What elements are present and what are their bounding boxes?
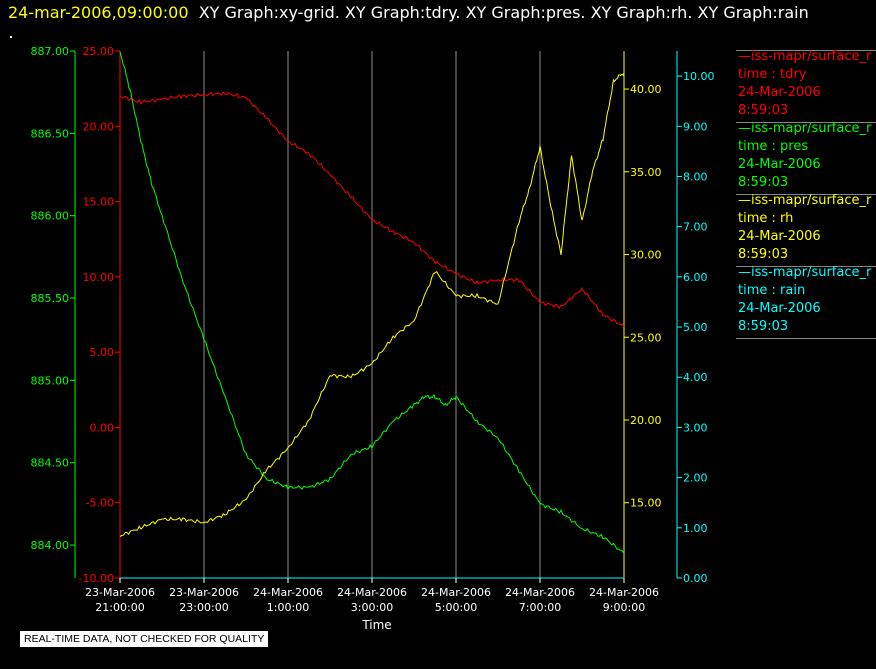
x-tick-label-time: 21:00:00 — [95, 601, 144, 614]
series-pres-line — [119, 51, 625, 554]
rain-tick-label: 4.00 — [683, 371, 708, 384]
rh-tick-label: 20.00 — [630, 414, 662, 427]
legend-name: —iss-mapr/surface_r — [738, 265, 872, 280]
decorative-dot — [10, 36, 12, 38]
tdry-tick-label: 0.00 — [90, 421, 115, 434]
rh-tick-label: 40.00 — [630, 83, 662, 96]
legend-time: 8:59:03 — [738, 103, 789, 118]
x-tick-label-time: 7:00:00 — [519, 601, 561, 614]
legend-divider — [736, 194, 876, 195]
pres-tick-label: 884.50 — [31, 457, 70, 470]
tdry-tick-label: 5.00 — [90, 346, 115, 359]
rain-tick-label: 5.00 — [683, 321, 708, 334]
x-axis-label: Time — [361, 618, 391, 632]
title-timestamp: 24-mar-2006,09:00:00 — [8, 3, 189, 22]
series-rh-line — [119, 72, 625, 537]
x-tick-label-date: 24-Mar-2006 — [421, 586, 491, 599]
legend-name: —iss-mapr/surface_r — [738, 121, 872, 136]
rain-tick-label: 2.00 — [683, 472, 708, 485]
legend-date: 24-Mar-2006 — [738, 301, 821, 316]
pres-tick-label: 886.50 — [31, 127, 70, 140]
x-tick-label-date: 23-Mar-2006 — [85, 586, 155, 599]
legend-date: 24-Mar-2006 — [738, 229, 821, 244]
x-tick-label-date: 23-Mar-2006 — [169, 586, 239, 599]
legend-date: 24-Mar-2006 — [738, 157, 821, 172]
legend-panel: —iss-mapr/surface_r time : tdry 24-Mar-200… — [736, 50, 876, 340]
x-tick-label-time: 3:00:00 — [351, 601, 393, 614]
legend-name: —iss-mapr/surface_r — [738, 193, 872, 208]
tdry-tick-label: 10.00 — [83, 271, 115, 284]
tdry-tick-label: 25.00 — [83, 45, 115, 58]
tdry-tick-label: -10.00 — [79, 572, 114, 585]
legend-name: —iss-mapr/surface_r — [738, 50, 872, 64]
quality-disclaimer: REAL-TIME DATA, NOT CHECKED FOR QUALITY — [20, 631, 269, 647]
x-tick-label-date: 24-Mar-2006 — [253, 586, 323, 599]
legend-divider — [736, 266, 876, 267]
rain-tick-label: 3.00 — [683, 421, 708, 434]
rain-tick-label: 1.00 — [683, 522, 708, 535]
tdry-tick-label: -5.00 — [86, 497, 114, 510]
legend-divider — [736, 50, 876, 51]
rh-tick-label: 35.00 — [630, 166, 662, 179]
pres-tick-label: 886.00 — [31, 210, 70, 223]
pres-tick-label: 884.00 — [31, 539, 70, 552]
tdry-tick-label: 20.00 — [83, 120, 115, 133]
rain-tick-label: 6.00 — [683, 271, 708, 284]
legend-divider — [736, 338, 876, 339]
title-graph-list: XY Graph:xy-grid. XY Graph:tdry. XY Grap… — [198, 3, 809, 22]
rh-tick-label: 25.00 — [630, 331, 662, 344]
legend-time: 8:59:03 — [738, 175, 789, 190]
rain-tick-label: 7.00 — [683, 221, 708, 234]
x-tick-label-date: 24-Mar-2006 — [337, 586, 407, 599]
rain-tick-label: 10.00 — [683, 70, 715, 83]
legend-var: time : rain — [738, 283, 806, 298]
rain-tick-label: 8.00 — [683, 170, 708, 183]
pres-tick-label: 887.00 — [31, 45, 70, 58]
x-tick-label-time: 23:00:00 — [179, 601, 228, 614]
x-tick-label-date: 24-Mar-2006 — [589, 586, 659, 599]
tdry-tick-label: 15.00 — [83, 196, 115, 209]
series-tdry-line — [119, 91, 625, 327]
rh-tick-label: 15.00 — [630, 497, 662, 510]
legend-var: time : tdry — [738, 67, 807, 82]
legend-var: time : pres — [738, 139, 809, 154]
pres-tick-label: 885.50 — [31, 292, 70, 305]
legend-time: 8:59:03 — [738, 319, 789, 334]
rh-tick-label: 30.00 — [630, 249, 662, 262]
x-tick-label-time: 1:00:00 — [267, 601, 309, 614]
chart-title-bar: 24-mar-2006,09:00:00 XY Graph:xy-grid. X… — [8, 3, 809, 22]
legend-divider — [736, 122, 876, 123]
legend-var: time : rh — [738, 211, 794, 226]
rain-tick-label: 0.00 — [683, 572, 708, 585]
legend-time: 8:59:03 — [738, 247, 789, 262]
x-tick-label-time: 9:00:00 — [603, 601, 645, 614]
x-tick-label-time: 5:00:00 — [435, 601, 477, 614]
pres-tick-label: 885.00 — [31, 374, 70, 387]
legend-date: 24-Mar-2006 — [738, 85, 821, 100]
x-tick-label-date: 24-Mar-2006 — [505, 586, 575, 599]
rain-tick-label: 9.00 — [683, 120, 708, 133]
